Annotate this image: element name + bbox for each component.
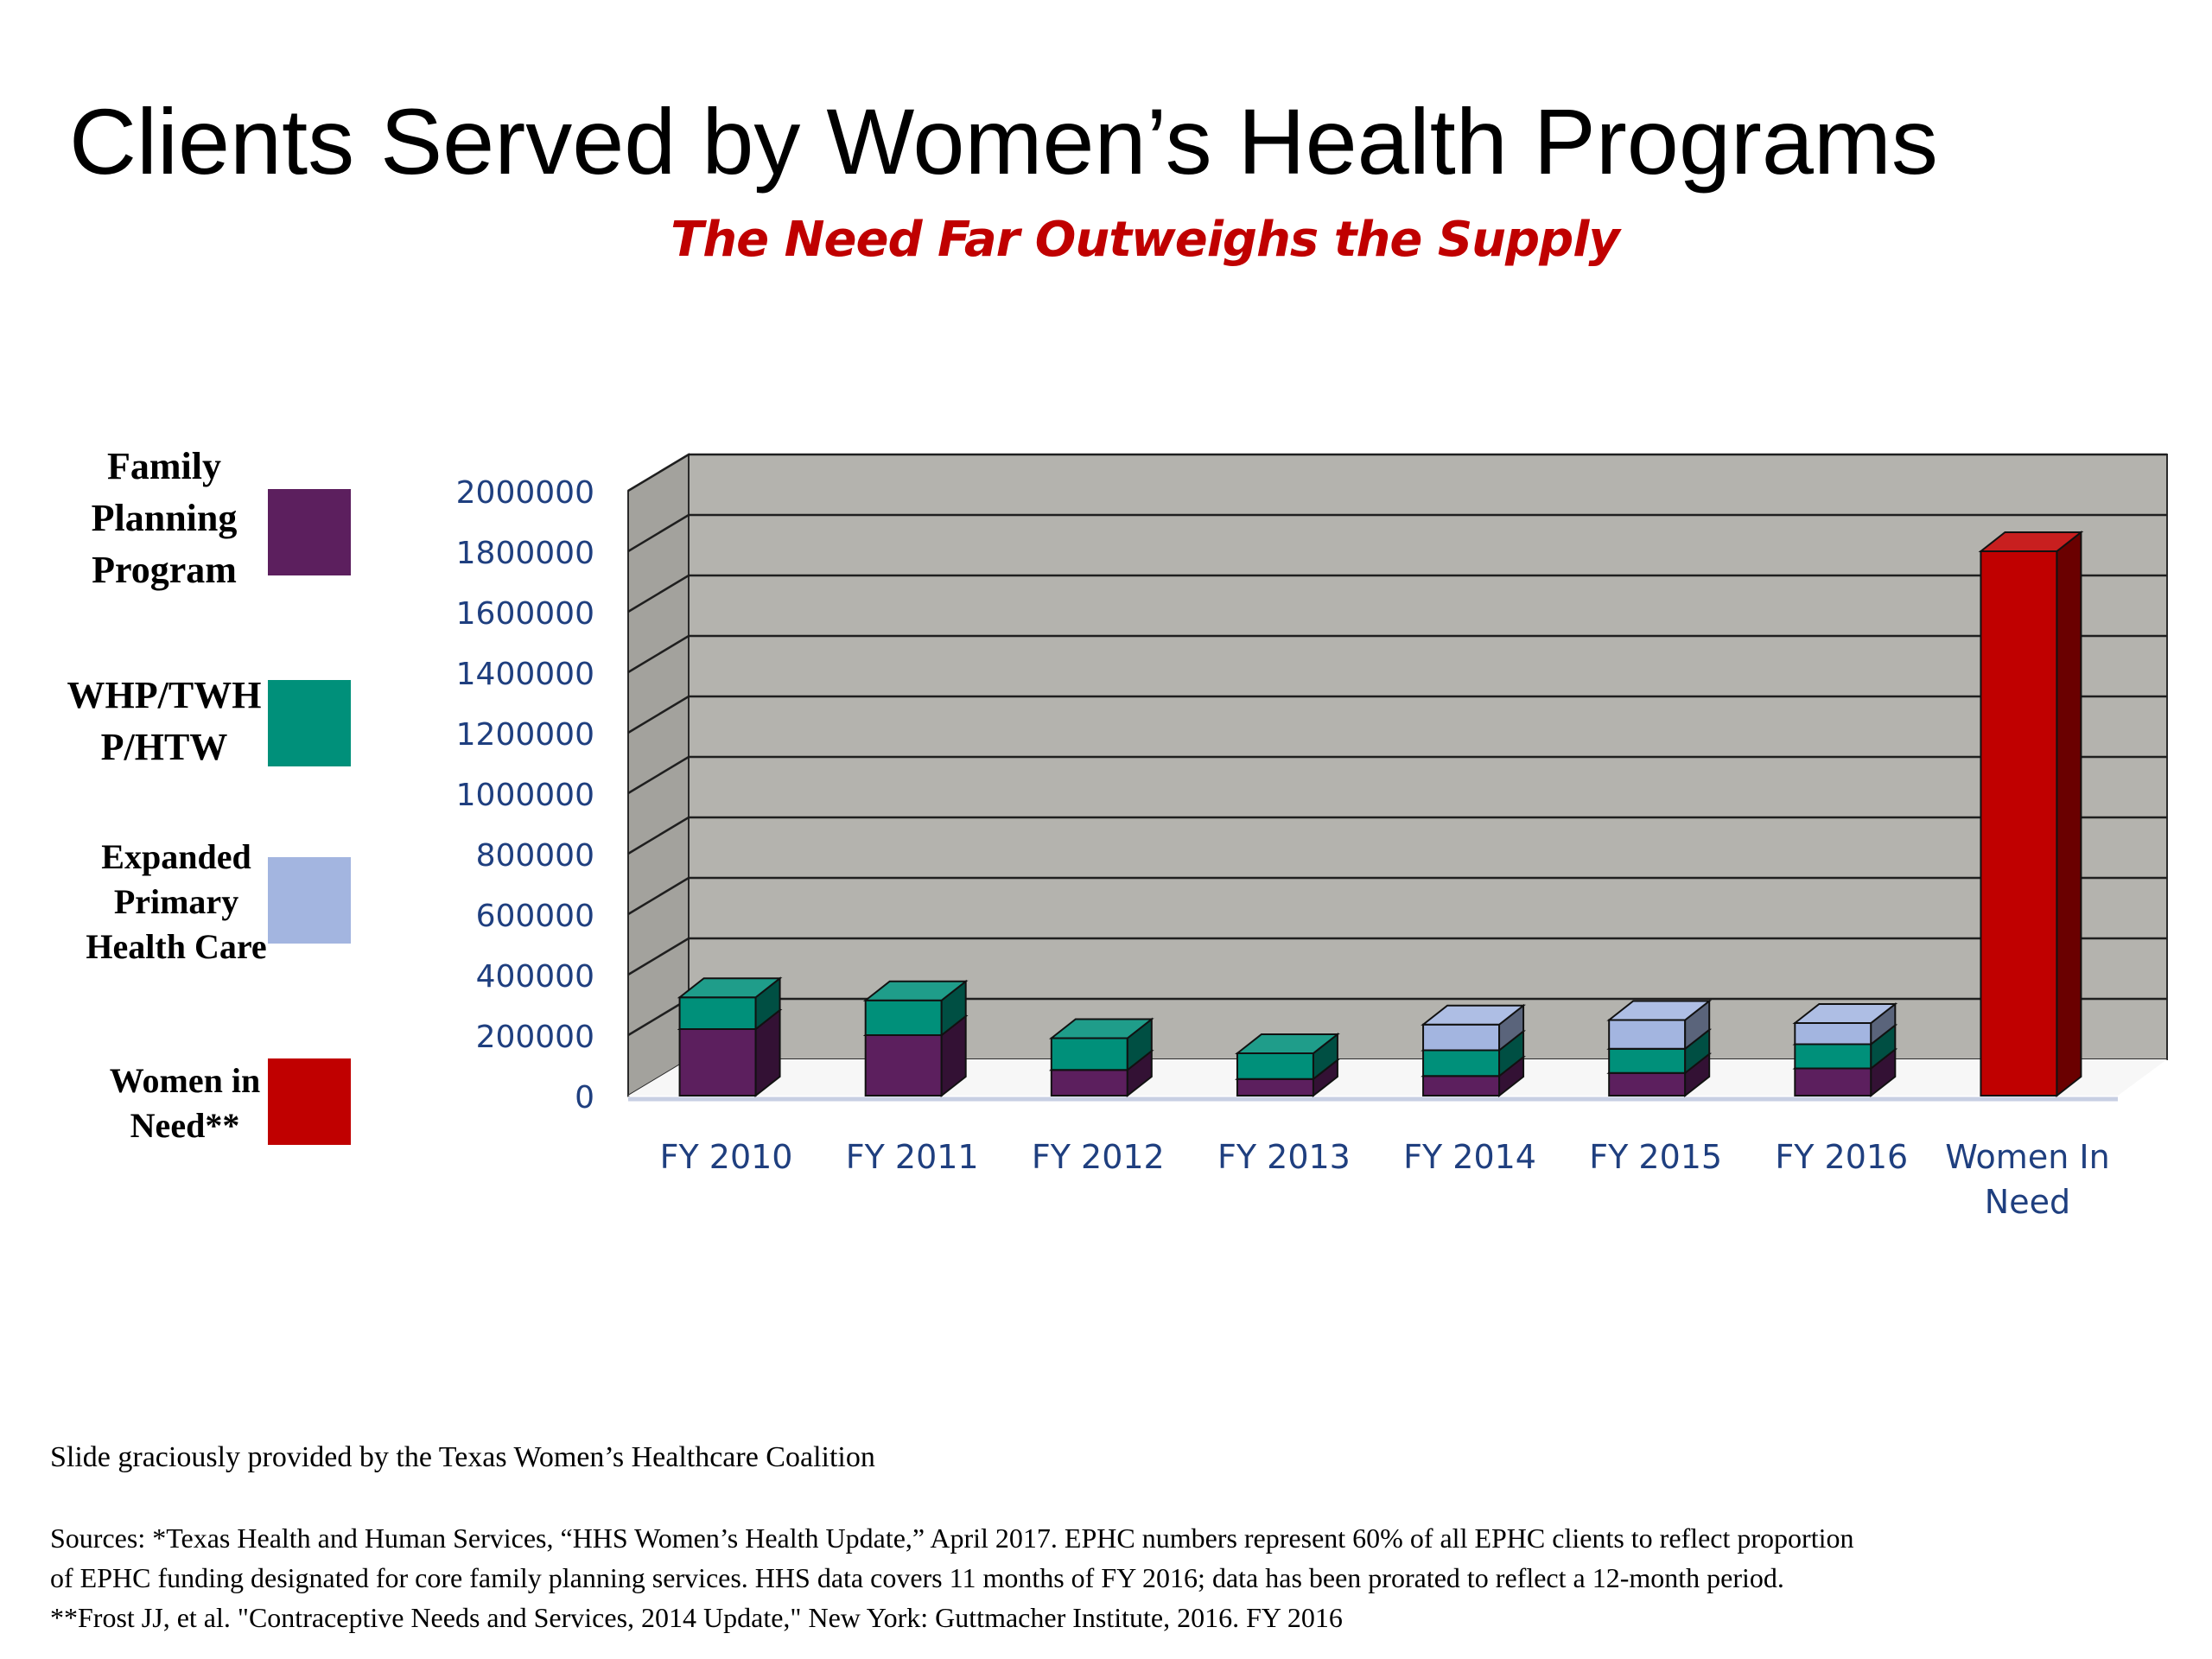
x-tick-label: FY 2012: [1032, 1138, 1165, 1176]
legend-swatch-women-in-need: [268, 1058, 351, 1145]
legend-swatch-ephc: [268, 857, 351, 944]
bar-segment-front: [1794, 1022, 1872, 1046]
x-tick-label: FY 2010: [660, 1138, 793, 1176]
y-tick-label: 1600000: [456, 596, 594, 632]
x-tick-label: FY 2015: [1589, 1138, 1722, 1176]
bar-segment-top: [862, 980, 969, 1001]
bar-segment: [1235, 1032, 1340, 1081]
bar-segment-top: [1235, 1033, 1340, 1054]
bar-segment-top: [677, 977, 783, 999]
chart-floor: [628, 1059, 2167, 1096]
bar-segment-top: [1048, 1018, 1154, 1039]
gridline: [627, 937, 2167, 976]
x-tick-label: Women In Need: [1945, 1138, 2109, 1221]
legend-swatch-whp: [268, 680, 351, 766]
bar-segment-top: [1792, 1003, 1898, 1024]
bar-segment: [677, 976, 783, 1032]
bar-segment: [1978, 530, 2084, 1098]
y-tick-label: 1200000: [456, 717, 594, 753]
y-tick-label: 0: [575, 1080, 594, 1116]
bar-segment-front: [1794, 1067, 1872, 1096]
bar-segment-front: [1608, 1019, 1687, 1050]
gridline: [627, 513, 2167, 553]
bar-segment-front: [1050, 1037, 1128, 1071]
bar-segment-front: [678, 1028, 757, 1096]
bar-segment-front: [1422, 1049, 1501, 1077]
bar-segment-front: [1608, 1071, 1687, 1096]
x-tick-label: FY 2013: [1217, 1138, 1351, 1176]
chart-gridlines: [627, 453, 2167, 1037]
x-tick-label: FY 2014: [1403, 1138, 1536, 1176]
bar-segment-front: [1422, 1075, 1501, 1096]
bar-segment: [862, 979, 969, 1038]
gridline: [627, 876, 2167, 916]
x-tick-label: FY 2011: [846, 1138, 979, 1176]
chart-title: Clients Served by Women’s Health Program…: [69, 89, 1938, 194]
bar-segment-front: [1422, 1023, 1501, 1052]
bar-segment: [1792, 1001, 1898, 1046]
chart-walls: [627, 453, 2168, 1102]
bar-segment-front: [1794, 1043, 1872, 1070]
legend-label-ephc: Expanded Primary Health Care: [86, 837, 267, 966]
legend-swatch-family-planning: [268, 489, 351, 575]
bar-segment: [1421, 1003, 1526, 1052]
legend-label-family-planning: Family Planning Program: [91, 445, 238, 591]
gridline: [627, 816, 2167, 855]
gridline: [627, 574, 2167, 613]
sources-line: of EPHC funding designated for core fami…: [50, 1562, 1784, 1593]
bar-segment-side: [2056, 530, 2082, 1098]
x-tick-label: FY 2016: [1775, 1138, 1908, 1176]
bar-segment-front: [1236, 1052, 1314, 1080]
bar-segment-front: [1236, 1077, 1314, 1096]
y-tick-label: 800000: [476, 838, 594, 874]
bar-segment-front: [1980, 550, 2058, 1096]
y-tick-label: 1800000: [456, 536, 594, 571]
credit-note: Slide graciously provided by the Texas W…: [50, 1441, 875, 1473]
x-axis-ticks: FY 2010 FY 2011 FY 2012 FY 2013 FY 2014 FY 20…: [660, 1138, 2110, 1221]
y-axis-ticks: 0 200000 400000 600000 800000 1000000 1200000 1…: [456, 475, 594, 1116]
chart-subtitle: The Need Far Outweighs the Supply: [671, 212, 1620, 268]
bar-segment-front: [1050, 1069, 1128, 1096]
bar-segment-front: [1608, 1047, 1687, 1074]
bar-segment: [1048, 1017, 1154, 1072]
y-tick-label: 200000: [476, 1020, 594, 1055]
y-tick-label: 400000: [476, 959, 594, 995]
y-tick-label: 2000000: [456, 475, 594, 511]
sources-line: Sources: *Texas Health and Human Service…: [50, 1522, 1854, 1554]
bar-segment-top: [1606, 1000, 1713, 1021]
chart-bars: [677, 530, 2084, 1098]
bar-segment-front: [864, 999, 943, 1036]
gridline: [627, 695, 2167, 734]
bar-segment-top: [1421, 1004, 1526, 1026]
bar-segment: [1606, 999, 1713, 1051]
y-tick-label: 1400000: [456, 657, 594, 692]
legend-label-women-in-need: Women in Need**: [109, 1061, 261, 1145]
y-tick-label: 600000: [476, 899, 594, 934]
bar-segment-front: [678, 996, 757, 1030]
gridline: [627, 755, 2167, 795]
gridline: [627, 634, 2167, 674]
sources-line: **Frost JJ, et al. "Contraceptive Needs …: [50, 1602, 1343, 1633]
bar-segment-front: [864, 1034, 943, 1096]
y-tick-label: 1000000: [456, 778, 594, 813]
gridline: [627, 453, 2167, 493]
sources-note: Sources: *Texas Health and Human Service…: [50, 1518, 2184, 1637]
bar-segment-top: [1978, 531, 2084, 552]
legend-label-whp: WHP/TWH P/HTW: [67, 674, 262, 768]
